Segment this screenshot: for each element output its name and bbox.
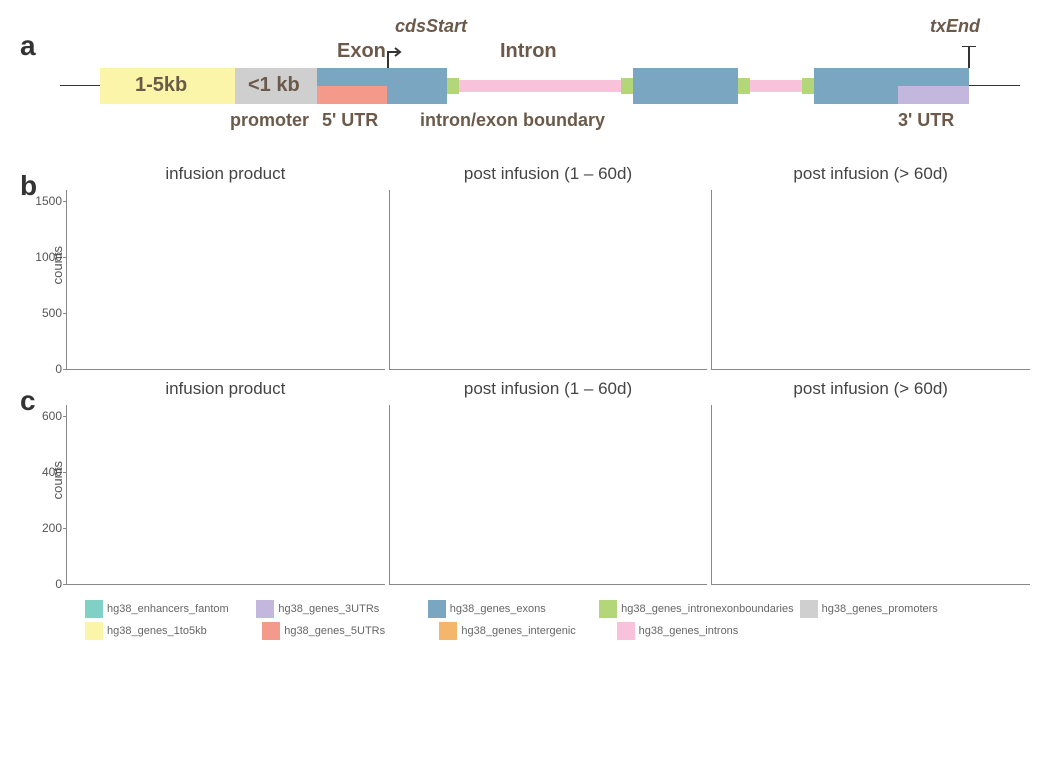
facet: post infusion (1 – 60d) xyxy=(389,160,708,370)
facet: post infusion (> 60d) xyxy=(711,160,1030,370)
iex-boundary-4 xyxy=(802,78,814,94)
legend-row: hg38_enhancers_fantom hg38_genes_3UTRs hg3… xyxy=(85,600,965,618)
bars-group xyxy=(67,190,385,369)
facet-title: post infusion (> 60d) xyxy=(711,375,1030,405)
y-tick: 400 xyxy=(42,465,62,479)
region-promoter-box-label: <1 kb xyxy=(248,74,300,97)
y-axis: 0200400600 xyxy=(22,405,62,584)
legend-label: hg38_genes_1to5kb xyxy=(107,625,207,637)
legend-swatch xyxy=(256,600,274,618)
bars-group xyxy=(390,190,708,369)
chart-area: 0200400600 xyxy=(66,405,385,585)
y-axis: 050010001500 xyxy=(22,190,62,369)
exon-label: Exon xyxy=(337,40,386,63)
txend-label: txEnd xyxy=(930,16,980,37)
panel-c: c counts infusion product0200400600post … xyxy=(20,375,1030,585)
panel-c-facets: infusion product0200400600post infusion … xyxy=(66,375,1030,585)
y-tick: 600 xyxy=(42,409,62,423)
y-tick: 200 xyxy=(42,521,62,535)
legend: hg38_enhancers_fantom hg38_genes_3UTRs hg3… xyxy=(85,600,965,640)
legend-swatch xyxy=(85,600,103,618)
legend-item-genes_3UTRs: hg38_genes_3UTRs xyxy=(256,600,421,618)
panel-b-facets: infusion product050010001500post infusio… xyxy=(66,160,1030,370)
legend-label: hg38_genes_intronexonboundaries xyxy=(621,603,793,615)
gene-diagram: 1-5kb <1 kb Exon xyxy=(60,10,1020,150)
chart-area xyxy=(711,405,1030,585)
legend-label: hg38_enhancers_fantom xyxy=(107,603,229,615)
txend-top xyxy=(962,46,976,47)
panel-a: a 1-5kb <1 kb xyxy=(20,10,1030,150)
facet: infusion product050010001500 xyxy=(66,160,385,370)
facet: infusion product0200400600 xyxy=(66,375,385,585)
facet: post infusion (> 60d) xyxy=(711,375,1030,585)
iex-boundary-2 xyxy=(621,78,633,94)
legend-swatch xyxy=(800,600,818,618)
legend-item-genes_introns: hg38_genes_introns xyxy=(617,622,788,640)
legend-swatch xyxy=(428,600,446,618)
facet-title: infusion product xyxy=(66,375,385,405)
panel-a-label: a xyxy=(20,30,36,62)
y-tick: 1500 xyxy=(35,194,62,208)
chart-area xyxy=(389,405,708,585)
utr3-box xyxy=(898,86,969,104)
y-tick: 0 xyxy=(55,577,62,591)
chart-area xyxy=(389,190,708,370)
bars-group xyxy=(712,190,1030,369)
legend-item-genes_exons: hg38_genes_exons xyxy=(428,600,593,618)
legend-item-enhancers_fantom: hg38_enhancers_fantom xyxy=(85,600,250,618)
region-1to5kb-label: 1-5kb xyxy=(135,74,187,97)
legend-item-genes_1to5kb: hg38_genes_1to5kb xyxy=(85,622,256,640)
txend-mark xyxy=(968,46,970,68)
legend-swatch xyxy=(439,622,457,640)
legend-item-genes_intronexonboundaries: hg38_genes_intronexonboundaries xyxy=(599,600,793,618)
legend-item-genes_intergenic: hg38_genes_intergenic xyxy=(439,622,610,640)
legend-swatch xyxy=(262,622,280,640)
legend-label: hg38_genes_introns xyxy=(639,625,739,637)
facet-title: post infusion (1 – 60d) xyxy=(389,375,708,405)
utr5-label: 5' UTR xyxy=(322,110,378,131)
baseline-left xyxy=(60,85,100,86)
utr3-label: 3' UTR xyxy=(898,110,954,131)
y-tick: 0 xyxy=(55,362,62,376)
legend-item-genes_5UTRs: hg38_genes_5UTRs xyxy=(262,622,433,640)
chart-area: 050010001500 xyxy=(66,190,385,370)
baseline-right xyxy=(960,85,1020,86)
y-tick: 500 xyxy=(42,306,62,320)
chart-area xyxy=(711,190,1030,370)
bars-group xyxy=(712,405,1030,584)
legend-swatch xyxy=(599,600,617,618)
facet-title: post infusion (1 – 60d) xyxy=(389,160,708,190)
legend-label: hg38_genes_intergenic xyxy=(461,625,575,637)
iex-boundary-3 xyxy=(738,78,750,94)
iex-label: intron/exon boundary xyxy=(420,110,605,131)
cds-start-arrow xyxy=(386,46,406,68)
panel-b: b counts infusion product050010001500pos… xyxy=(20,160,1030,370)
legend-item-genes_promoters: hg38_genes_promoters xyxy=(800,600,965,618)
legend-label: hg38_genes_5UTRs xyxy=(284,625,385,637)
bars-group xyxy=(390,405,708,584)
intron-2 xyxy=(746,80,806,92)
legend-label: hg38_genes_promoters xyxy=(822,603,938,615)
facet-title: infusion product xyxy=(66,160,385,190)
iex-boundary-1 xyxy=(447,78,459,94)
legend-label: hg38_genes_exons xyxy=(450,603,546,615)
y-tick: 1000 xyxy=(35,250,62,264)
legend-swatch xyxy=(617,622,635,640)
legend-label: hg38_genes_3UTRs xyxy=(278,603,379,615)
facet: post infusion (1 – 60d) xyxy=(389,375,708,585)
facet-title: post infusion (> 60d) xyxy=(711,160,1030,190)
utr5-box xyxy=(317,86,387,104)
legend-swatch xyxy=(85,622,103,640)
legend-row: hg38_genes_1to5kb hg38_genes_5UTRs hg38_ge… xyxy=(85,622,965,640)
promoter-label: promoter xyxy=(230,110,309,131)
cdsstart-label: cdsStart xyxy=(395,16,467,37)
intron-1 xyxy=(455,80,625,92)
exon-2 xyxy=(633,68,738,104)
intron-label: Intron xyxy=(500,40,557,63)
bars-group xyxy=(67,405,385,584)
